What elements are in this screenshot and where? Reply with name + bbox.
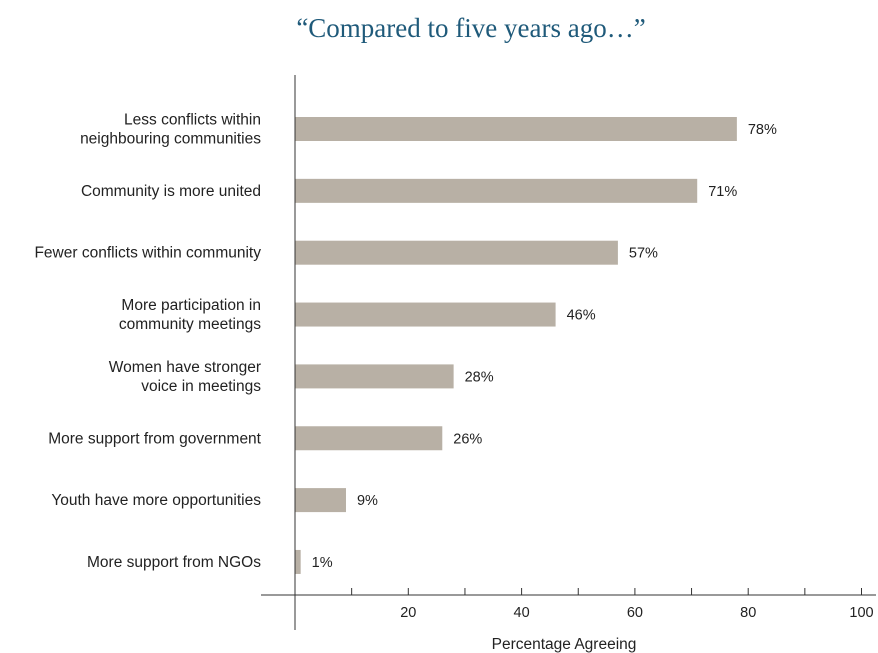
bar — [295, 240, 618, 265]
bar — [295, 178, 698, 203]
x-tick-label: 80 — [740, 605, 756, 621]
category-label: Women have stronger voice in meetings — [109, 359, 261, 395]
category-label: More support from NGOs — [87, 554, 261, 571]
category-label: More support from government — [48, 430, 261, 447]
bar — [295, 488, 346, 513]
x-tick-label: 20 — [400, 605, 416, 621]
x-axis-ticks: 20 40 60 80 100 — [351, 588, 874, 621]
bars-group — [295, 117, 737, 574]
x-tick-label: 60 — [627, 605, 643, 621]
category-label: Fewer conflicts within community — [34, 245, 261, 262]
bar-value-label: 46% — [567, 308, 596, 324]
category-label: Youth have more opportunities — [51, 492, 261, 509]
bar-value-label: 78% — [748, 122, 777, 138]
value-labels: 78% 71% 57% 46% 28% 26% 9% 1% — [312, 122, 777, 571]
bar — [295, 364, 454, 389]
chart-title: “Compared to five years ago…” — [296, 13, 645, 43]
category-label: Less conflicts within neighbouring commun… — [80, 112, 261, 148]
category-labels: Less conflicts within neighbouring commun… — [34, 112, 261, 571]
category-label: Community is more united — [81, 183, 261, 200]
x-tick-label: 40 — [514, 605, 530, 621]
bar-value-label: 71% — [708, 184, 737, 200]
bar — [295, 426, 443, 451]
bar-value-label: 57% — [629, 246, 658, 262]
bar-value-label: 1% — [312, 555, 333, 571]
bar — [295, 117, 737, 141]
x-axis-label: Percentage Agreeing — [492, 636, 637, 653]
bar-value-label: 26% — [453, 431, 482, 447]
bar-value-label: 28% — [465, 369, 494, 385]
bar — [295, 549, 301, 574]
bar-value-label: 9% — [357, 493, 378, 509]
x-tick-label: 100 — [849, 605, 873, 621]
bar — [295, 302, 556, 327]
category-label: More participation in community meetings — [119, 297, 261, 333]
